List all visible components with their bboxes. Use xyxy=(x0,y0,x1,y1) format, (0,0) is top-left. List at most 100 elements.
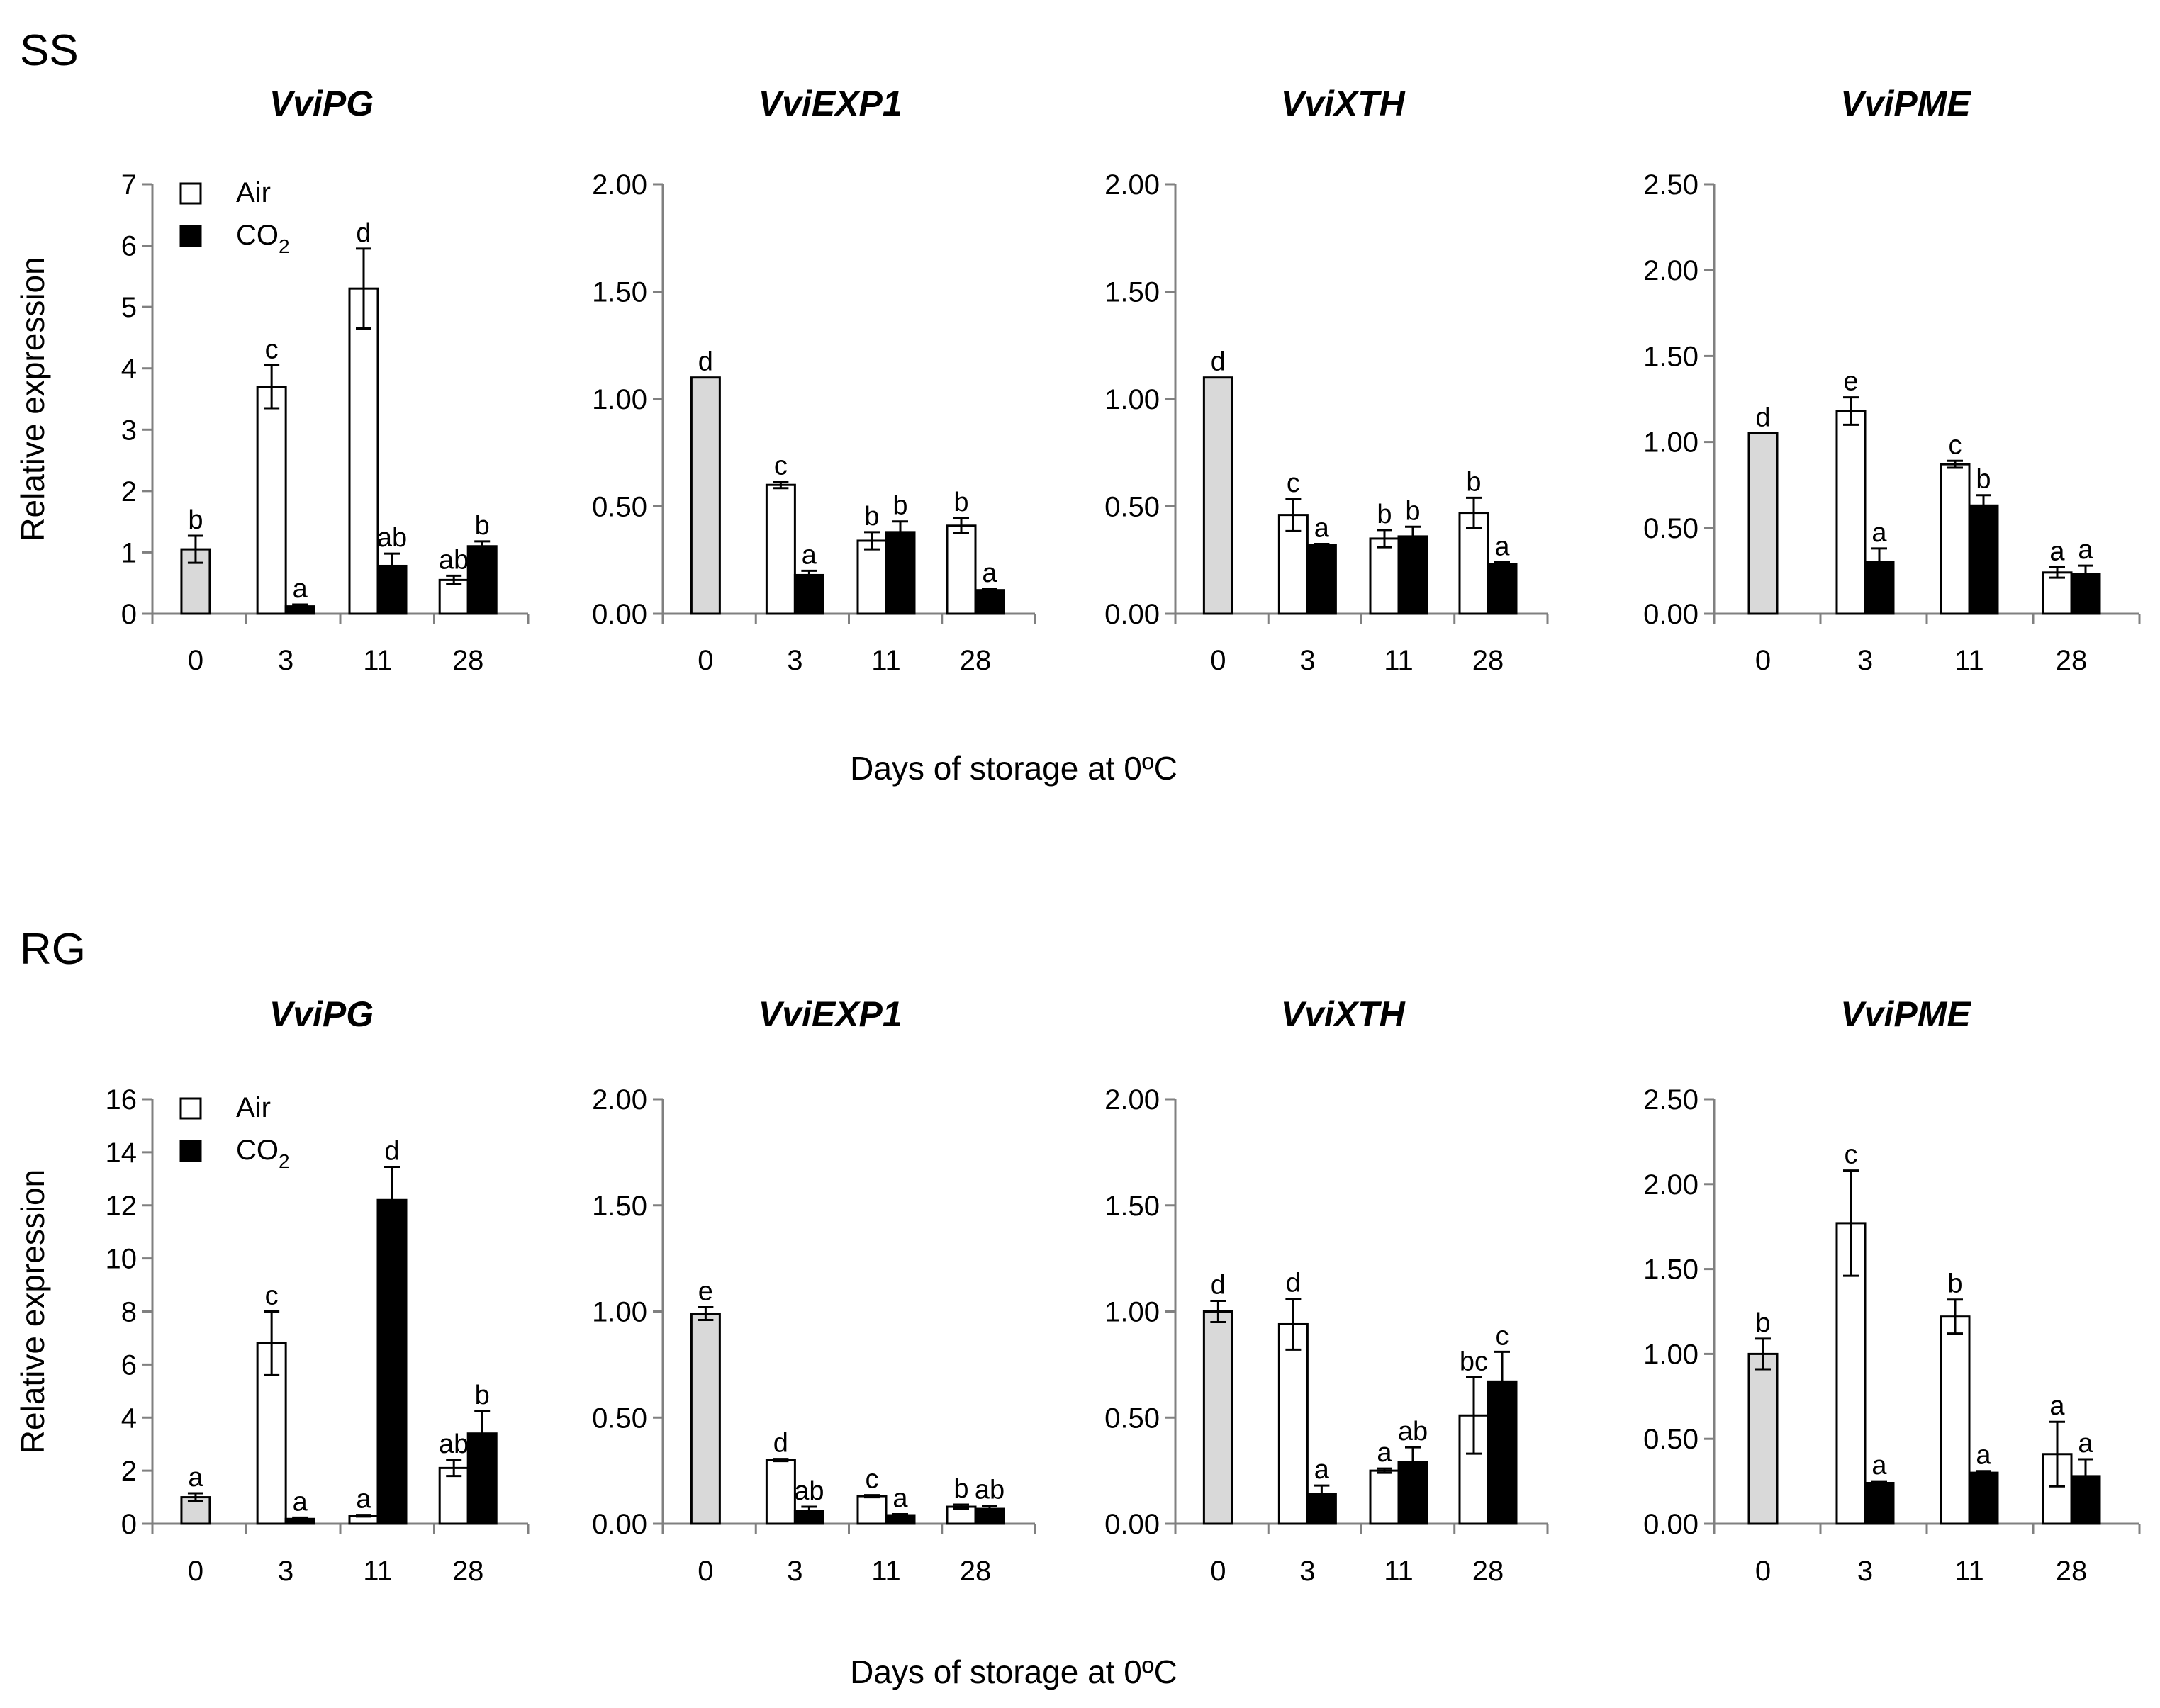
y-tick-label: 1.00 xyxy=(592,1297,647,1328)
x-tick-label: 3 xyxy=(787,645,802,676)
y-tick-label: 2.00 xyxy=(1104,169,1160,201)
significance-label: b xyxy=(953,1474,968,1504)
significance-label: b xyxy=(475,1381,490,1410)
significance-label: a xyxy=(892,1484,908,1514)
significance-label: b xyxy=(1405,496,1420,526)
x-tick-label: 28 xyxy=(1472,1556,1504,1587)
y-tick-label: 1.00 xyxy=(1104,1297,1160,1328)
air-bar xyxy=(1835,410,1867,615)
significance-label: b xyxy=(1377,500,1392,529)
significance-label: b xyxy=(188,505,203,535)
y-tick-label: 1.00 xyxy=(592,384,647,415)
air-bar xyxy=(1458,512,1489,615)
significance-label: a xyxy=(802,540,817,570)
air-bar xyxy=(438,578,469,615)
significance-label: b xyxy=(1755,1308,1770,1338)
y-tick-label: 4 xyxy=(121,354,137,385)
x-tick-label: 28 xyxy=(1472,645,1504,676)
significance-label: a xyxy=(293,574,308,604)
y-tick-label: 0.00 xyxy=(592,599,647,630)
y-tick-label: 0.00 xyxy=(1643,599,1699,630)
y-tick-label: 2.00 xyxy=(1643,255,1699,286)
significance-label: d xyxy=(773,1429,788,1459)
x-tick-label: 11 xyxy=(363,1556,393,1587)
panel-title: VviPME xyxy=(1840,84,1971,123)
air-bar xyxy=(1369,537,1400,615)
panel-rg-vvipg: VviPG 0 2 4 6 8 10 12 14 16 0 3 11 28 a c a a d abb Air CO2 Re… xyxy=(14,994,530,1587)
y-tick-label: 8 xyxy=(121,1297,137,1328)
x-tick-label: 3 xyxy=(278,1556,293,1587)
y-tick-label: 2.50 xyxy=(1643,169,1699,201)
significance-label: a xyxy=(1314,1455,1330,1485)
legend: Air CO2 xyxy=(179,1092,290,1172)
significance-label: a xyxy=(1314,514,1330,544)
significance-label: e xyxy=(698,1277,713,1307)
significance-label: d xyxy=(1211,1271,1226,1300)
x-axis-title-ss: Days of storage at 0ºC xyxy=(850,750,1177,787)
y-tick-label: 2.50 xyxy=(1643,1084,1699,1116)
co2-bar xyxy=(793,573,824,615)
y-tick-label: 1.50 xyxy=(592,277,647,308)
legend-label-co2-subscript: 2 xyxy=(279,1150,290,1172)
y-tick-label: 0.50 xyxy=(592,1403,647,1434)
y-tick-label: 1.00 xyxy=(1643,1339,1699,1370)
y-tick-label: 2.00 xyxy=(592,169,647,201)
control-bar xyxy=(1202,1310,1233,1525)
y-tick-label: 1.00 xyxy=(1104,384,1160,415)
significance-label: c xyxy=(1287,468,1300,498)
y-tick-label: 1.50 xyxy=(1643,341,1699,372)
significance-label: d xyxy=(698,347,713,377)
y-tick-label: 6 xyxy=(121,1349,137,1381)
y-tick-label: 2.00 xyxy=(1643,1169,1699,1201)
air-bar xyxy=(1940,1315,1971,1525)
y-tick-label: 1.50 xyxy=(592,1191,647,1222)
x-tick-label: 0 xyxy=(188,1556,203,1587)
control-bar xyxy=(1747,1352,1779,1525)
legend-label-co2: CO2 xyxy=(236,1135,290,1172)
significance-label: a xyxy=(982,558,997,588)
air-bar xyxy=(1940,463,1971,615)
x-tick-label: 0 xyxy=(1755,1556,1771,1587)
air-bar xyxy=(856,539,888,615)
significance-label: c xyxy=(1845,1140,1858,1170)
significance-label: a xyxy=(2049,537,2065,567)
x-tick-label: 3 xyxy=(1299,1556,1315,1587)
x-tick-label: 28 xyxy=(2056,645,2088,676)
significance-label: ab xyxy=(377,523,407,553)
significance-label: b xyxy=(475,511,490,541)
control-bar xyxy=(690,376,721,615)
significance-label: a xyxy=(1976,1441,1991,1471)
y-tick-label: 0.50 xyxy=(1104,1403,1160,1434)
panel-title: VviXTH xyxy=(1281,994,1406,1034)
y-tick-label: 2 xyxy=(121,1456,137,1487)
significance-label: a xyxy=(2049,1391,2065,1421)
significance-label: a xyxy=(188,1463,203,1493)
legend-swatch-co2 xyxy=(179,225,202,247)
co2-bar xyxy=(1306,544,1337,615)
control-bar xyxy=(1747,432,1779,615)
y-tick-label: 1.50 xyxy=(1104,1191,1160,1222)
y-tick-label: 6 xyxy=(121,231,137,262)
significance-label: a xyxy=(356,1485,371,1515)
legend-swatch-co2 xyxy=(179,1140,202,1162)
air-bar xyxy=(765,483,796,615)
x-tick-label: 28 xyxy=(960,1556,992,1587)
significance-label: c xyxy=(265,1281,279,1311)
y-axis-title: Relative expression xyxy=(14,1169,51,1454)
x-tick-label: 28 xyxy=(452,1556,484,1587)
y-tick-label: 0.00 xyxy=(1104,599,1160,630)
y-tick-label: 1.50 xyxy=(1643,1254,1699,1286)
group-label-ss: SS xyxy=(20,26,79,75)
y-tick-label: 0.00 xyxy=(1643,1509,1699,1540)
air-bar xyxy=(1277,1322,1309,1525)
y-tick-label: 10 xyxy=(106,1244,138,1275)
significance-label: b xyxy=(1976,465,1991,495)
x-axis-title-rg: Days of storage at 0ºC xyxy=(850,1653,1177,1690)
y-tick-label: 1.00 xyxy=(1643,427,1699,459)
y-tick-label: 1.50 xyxy=(1104,277,1160,308)
